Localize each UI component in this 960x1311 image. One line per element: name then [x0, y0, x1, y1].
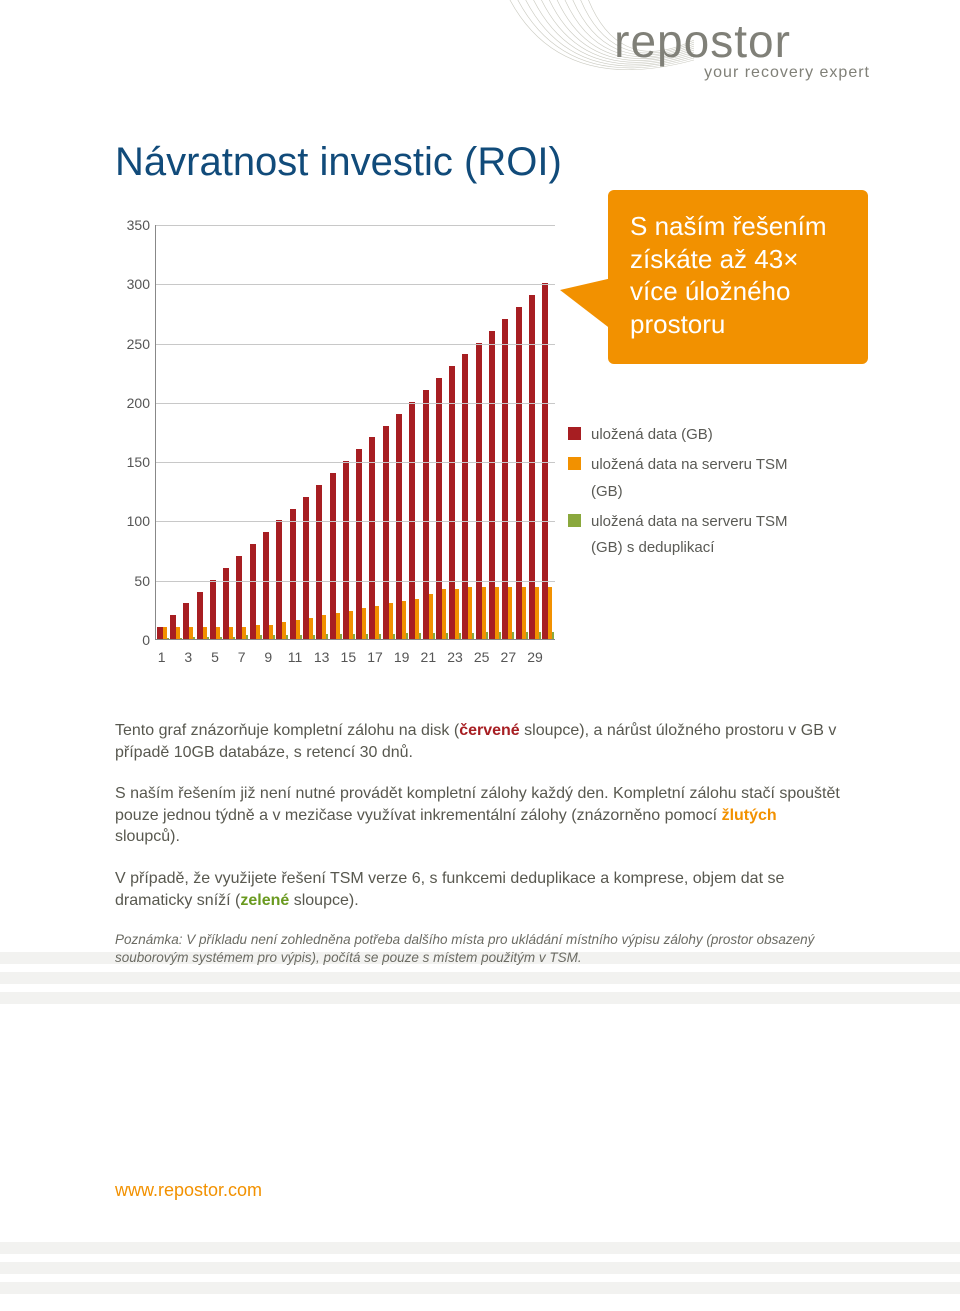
gridline [156, 521, 555, 522]
x-tick-label: 21 [421, 649, 437, 665]
gridline [156, 462, 555, 463]
x-tick-label: 3 [184, 649, 192, 665]
legend-label: uložená data na serveru TSM (GB) s dedup… [591, 509, 811, 562]
bar-group [169, 225, 182, 639]
body-copy: Tento graf znázorňuje kompletní zálohu n… [115, 720, 845, 988]
bar-group [236, 225, 249, 639]
y-tick-label: 150 [112, 454, 150, 470]
bar-group [369, 225, 382, 639]
bar-group [435, 225, 448, 639]
bar-group [382, 225, 395, 639]
bar-yellow [468, 587, 472, 639]
footer-url: www.repostor.com [115, 1180, 262, 1201]
legend-label: uložená data na serveru TSM (GB) [591, 452, 811, 505]
bar-group [289, 225, 302, 639]
bar-group [475, 225, 488, 639]
legend-swatch [568, 457, 581, 470]
bar-group [209, 225, 222, 639]
gridline [156, 581, 555, 582]
para-3: V případě, že využijete řešení TSM verze… [115, 868, 845, 911]
bar-group [409, 225, 422, 639]
x-tick-label: 9 [264, 649, 272, 665]
bar-group [329, 225, 342, 639]
para-2: S naším řešením již není nutné provádět … [115, 783, 845, 848]
x-tick-label: 15 [341, 649, 357, 665]
bar-group [422, 225, 435, 639]
chart-bars [156, 225, 555, 639]
x-tick-label: 19 [394, 649, 410, 665]
x-tick-label: 7 [238, 649, 246, 665]
hl-red: červené [459, 722, 520, 739]
y-tick-label: 250 [112, 336, 150, 352]
bar-group [249, 225, 262, 639]
legend-item: uložená data na serveru TSM (GB) [568, 452, 811, 505]
brand-name: repostor [614, 18, 870, 64]
y-tick-label: 300 [112, 276, 150, 292]
bar-group [262, 225, 275, 639]
x-tick-label: 23 [447, 649, 463, 665]
bar-group [528, 225, 541, 639]
chart-plot-area [155, 225, 555, 640]
bar-group [355, 225, 368, 639]
callout-bubble: S naším řešením získáte až 43× více úlož… [608, 190, 868, 364]
hl-green: zelené [240, 892, 289, 909]
bar-group [515, 225, 528, 639]
roi-bar-chart: 0501001502002503003501357911131517192123… [115, 225, 555, 675]
x-tick-label: 1 [158, 649, 166, 665]
y-tick-label: 50 [112, 573, 150, 589]
bar-group [542, 225, 555, 639]
legend-item: uložená data na serveru TSM (GB) s dedup… [568, 509, 811, 562]
legend-swatch [568, 427, 581, 440]
bar-group [183, 225, 196, 639]
bar-group [502, 225, 515, 639]
bar-group [222, 225, 235, 639]
bar-group [462, 225, 475, 639]
bar-group [395, 225, 408, 639]
bar-group [302, 225, 315, 639]
bar-yellow [442, 589, 446, 639]
para-1: Tento graf znázorňuje kompletní zálohu n… [115, 720, 845, 763]
bar-group [342, 225, 355, 639]
hl-yellow: žlutých [722, 807, 777, 824]
x-tick-label: 25 [474, 649, 490, 665]
gridline [156, 225, 555, 226]
chart-legend: uložená data (GB) uložená data na serveru… [568, 422, 811, 565]
x-tick-label: 11 [288, 649, 303, 665]
bar-group [488, 225, 501, 639]
bar-yellow [455, 589, 459, 639]
y-tick-label: 100 [112, 513, 150, 529]
divider-bands-2 [0, 1242, 960, 1302]
bar-group [449, 225, 462, 639]
bar-group [276, 225, 289, 639]
bar-group [316, 225, 329, 639]
footnote: Poznámka: V příkladu není zohledněna pot… [115, 931, 845, 967]
bar-group [156, 225, 169, 639]
bar-red [542, 283, 548, 639]
page-title: Návratnost investic (ROI) [115, 140, 562, 185]
x-tick-label: 17 [367, 649, 383, 665]
y-tick-label: 0 [112, 632, 150, 648]
bar-group [196, 225, 209, 639]
legend-item: uložená data (GB) [568, 422, 811, 448]
bar-red [263, 532, 269, 639]
x-tick-label: 29 [527, 649, 543, 665]
brand-logo: repostor your recovery expert [614, 18, 870, 82]
legend-swatch [568, 514, 581, 527]
legend-label: uložená data (GB) [591, 422, 713, 448]
x-tick-label: 5 [211, 649, 219, 665]
gridline [156, 344, 555, 345]
bar-green [552, 632, 554, 639]
x-tick-label: 27 [501, 649, 517, 665]
y-tick-label: 200 [112, 395, 150, 411]
gridline [156, 403, 555, 404]
x-tick-label: 13 [314, 649, 330, 665]
y-tick-label: 350 [112, 217, 150, 233]
gridline [156, 284, 555, 285]
